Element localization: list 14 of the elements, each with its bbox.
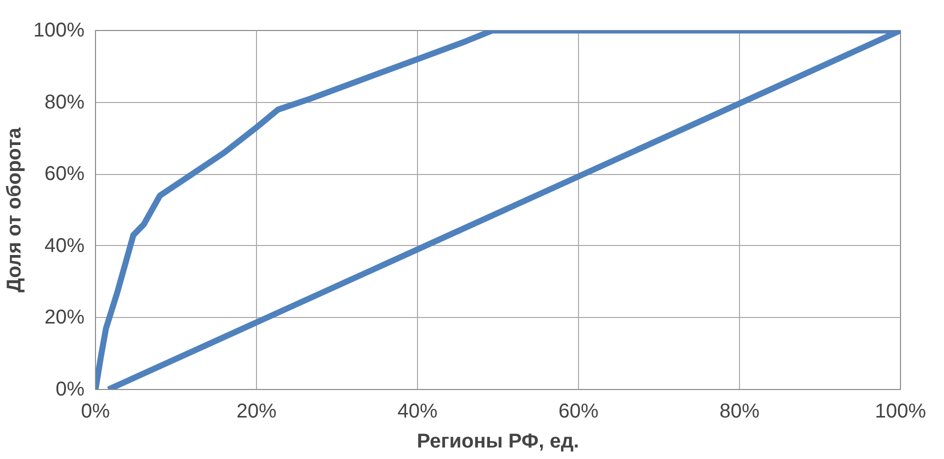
y-axis-title: Доля от оборота	[3, 126, 26, 292]
y-tick-label: 100%	[33, 20, 85, 42]
x-tick-label: 40%	[397, 400, 438, 422]
y-tick-label: 20%	[44, 306, 85, 329]
y-tick-label: 0%	[56, 378, 85, 400]
x-tick-label: 80%	[719, 400, 760, 422]
y-tick-label: 80%	[44, 91, 85, 114]
x-tick-label: 20%	[236, 400, 277, 422]
y-tick-label: 40%	[44, 234, 85, 257]
x-tick-label: 0%	[81, 400, 110, 422]
x-tick-label: 60%	[558, 400, 599, 422]
x-axis-title: Регионы РФ, ед.	[416, 430, 580, 452]
y-tick-label: 60%	[44, 163, 85, 186]
x-tick-label: 100%	[874, 400, 926, 422]
